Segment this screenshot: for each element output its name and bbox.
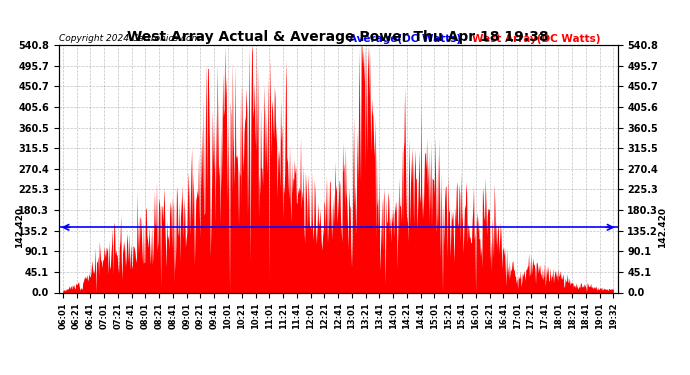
- Title: West Array Actual & Average Power Thu Apr 18 19:38: West Array Actual & Average Power Thu Ap…: [127, 30, 549, 44]
- Text: Copyright 2024 Cartronics.com: Copyright 2024 Cartronics.com: [59, 34, 200, 43]
- Text: 142.420: 142.420: [658, 207, 667, 248]
- Text: West Array(DC Watts): West Array(DC Watts): [472, 34, 601, 44]
- Text: Average(DC Watts): Average(DC Watts): [349, 34, 462, 44]
- Text: 142.420: 142.420: [15, 207, 24, 248]
